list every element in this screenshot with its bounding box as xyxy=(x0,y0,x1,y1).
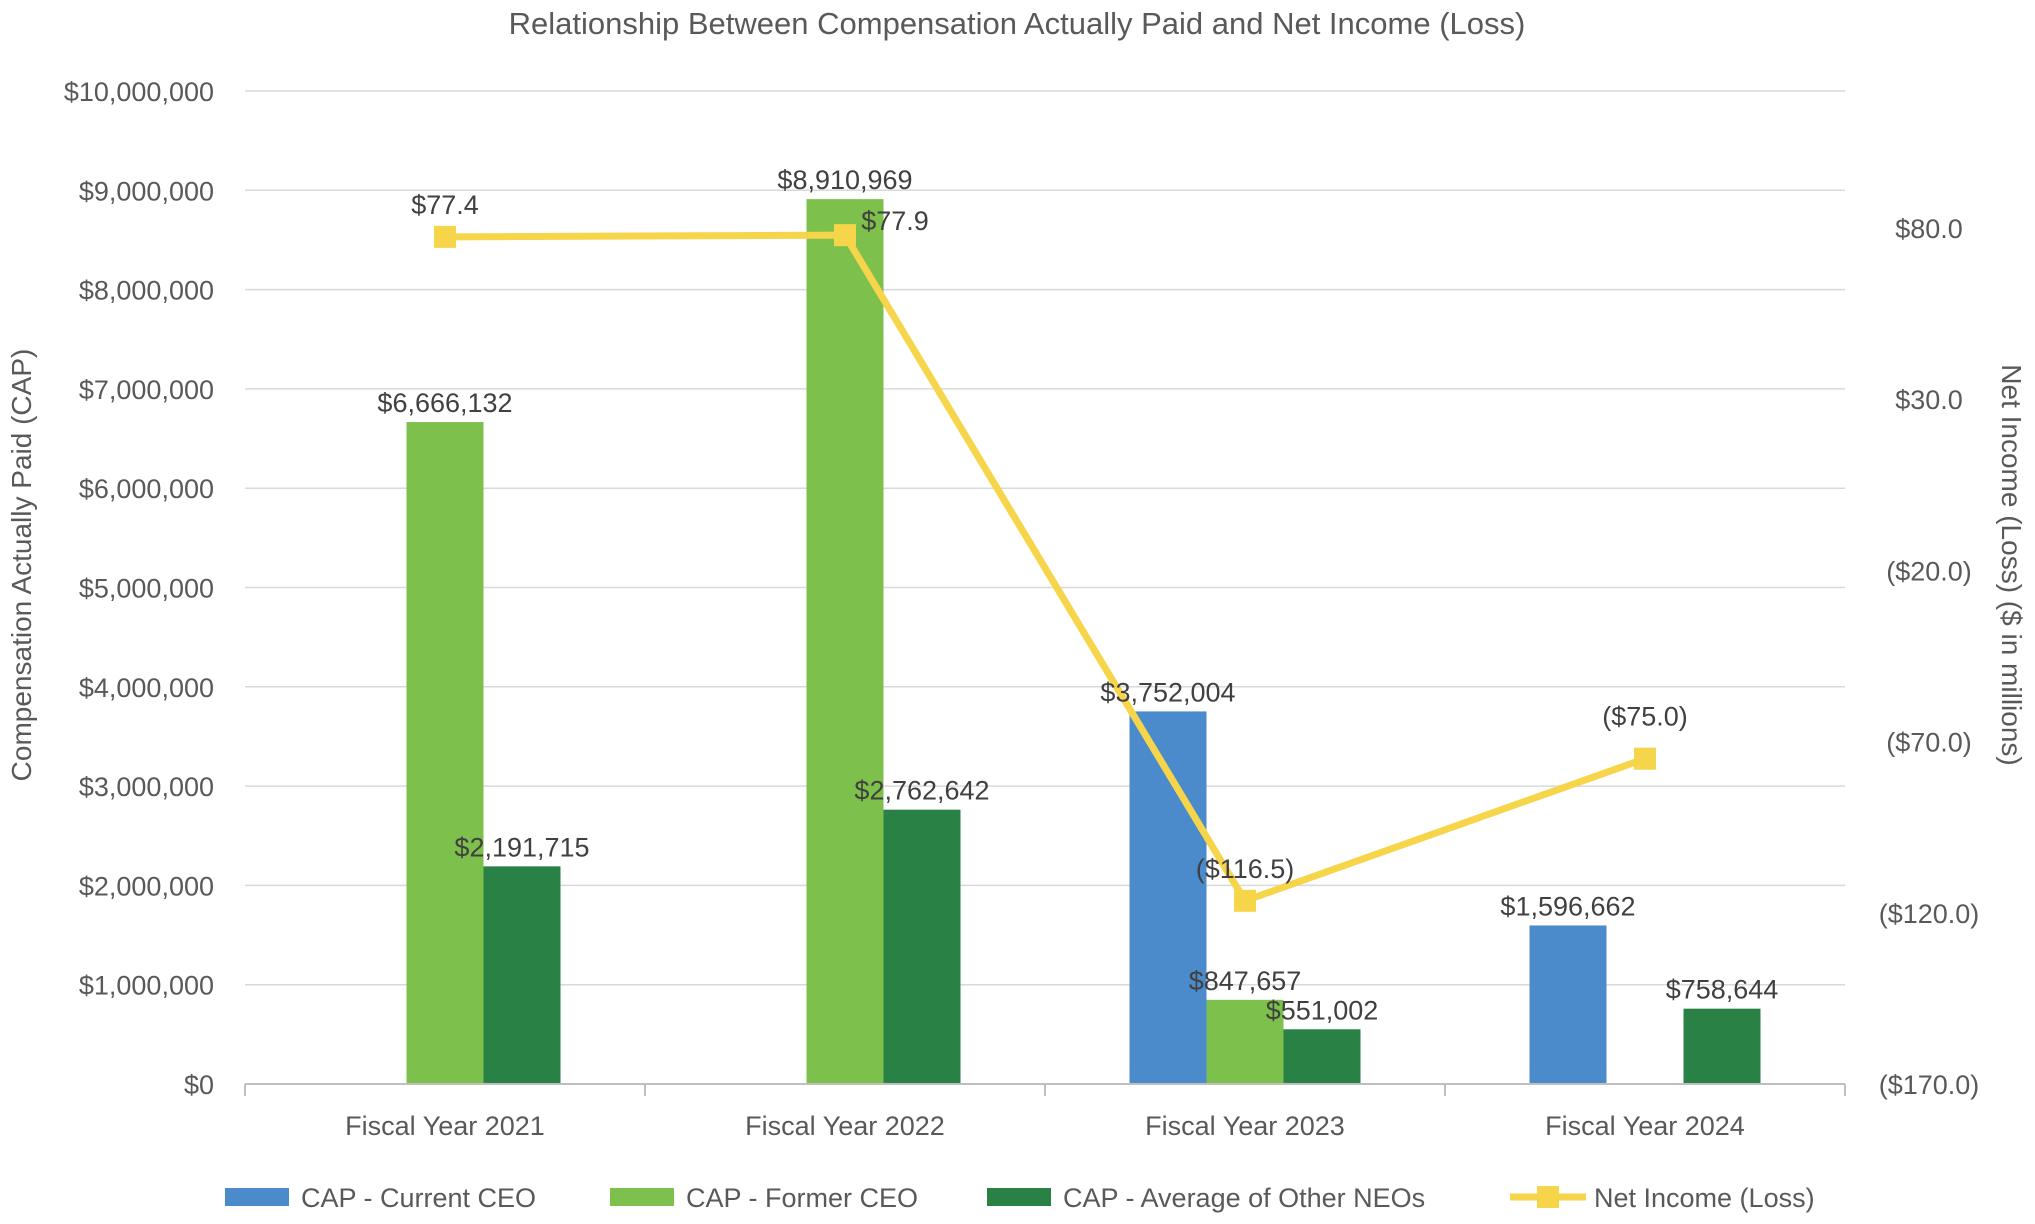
y-tick-label: $3,000,000 xyxy=(79,772,214,802)
bar-data-label: $2,191,715 xyxy=(454,832,589,862)
net-income-marker xyxy=(434,225,456,248)
bar-cap-former-ceo xyxy=(1206,999,1284,1084)
y-tick-label: $2,000,000 xyxy=(79,871,214,901)
chart-title: Relationship Between Compensation Actual… xyxy=(509,6,1526,41)
line-data-label: ($75.0) xyxy=(1602,702,1688,732)
bar-cap-average-of-other-neos xyxy=(483,866,561,1084)
net-income-polyline xyxy=(444,231,1647,905)
legend: CAP - Current CEO CAP - Former CEO CAP - A… xyxy=(225,1183,1815,1213)
bar-data-label: $8,910,969 xyxy=(777,165,912,195)
net-income-marker xyxy=(834,224,856,247)
net-income-line xyxy=(434,224,1656,912)
legend-label: CAP - Former CEO xyxy=(686,1183,918,1213)
legend-swatch-cap-former-ceo xyxy=(610,1188,674,1206)
axes: $0 $1,000,000 $2,000,000 $3,000,000 $4,000,0… xyxy=(64,77,1979,1141)
x-tick-label: Fiscal Year 2024 xyxy=(1545,1111,1745,1141)
y-tick-label: $6,000,000 xyxy=(79,474,214,504)
y-tick-label: $1,000,000 xyxy=(79,971,214,1001)
net-income-marker xyxy=(1634,747,1656,770)
bar-data-label: $551,002 xyxy=(1266,995,1379,1025)
y-tick-label: $7,000,000 xyxy=(79,375,214,405)
bar-cap-average-of-other-neos xyxy=(1683,1008,1761,1084)
data-labels: $3,752,004 $1,596,662 $6,666,132 $8,910,969… xyxy=(377,165,1778,1025)
y-tick-label: $0 xyxy=(184,1070,214,1100)
y2-tick-label: ($120.0) xyxy=(1879,899,1980,929)
line-data-label: $77.9 xyxy=(861,206,929,236)
x-tick-label: Fiscal Year 2023 xyxy=(1145,1111,1345,1141)
legend-label: Net Income (Loss) xyxy=(1594,1183,1815,1213)
y-axis-title: Compensation Actually Paid (CAP) xyxy=(6,349,37,782)
bar-data-label: $847,657 xyxy=(1189,966,1302,996)
net-income-marker xyxy=(1234,889,1256,912)
legend-swatch-cap-average-of-other-neos xyxy=(987,1188,1051,1206)
legend-label: CAP - Average of Other NEOs xyxy=(1063,1183,1425,1213)
y-tick-label: $5,000,000 xyxy=(79,574,214,604)
y-tick-label: $8,000,000 xyxy=(79,276,214,306)
line-data-label: ($116.5) xyxy=(1196,854,1295,884)
x-tick-label: Fiscal Year 2021 xyxy=(345,1111,545,1141)
legend-swatch-cap-current-ceo xyxy=(225,1188,289,1206)
legend-label: CAP - Current CEO xyxy=(301,1183,536,1213)
bars xyxy=(406,199,1761,1085)
bar-cap-average-of-other-neos xyxy=(883,809,961,1084)
bar-data-label: $758,644 xyxy=(1666,975,1779,1005)
y-tick-label: $9,000,000 xyxy=(79,176,214,206)
y2-tick-label: ($70.0) xyxy=(1886,728,1972,758)
y2-axis-title: Net Income (Loss) ($ in millions) xyxy=(1996,364,2027,765)
y2-tick-label: $30.0 xyxy=(1895,385,1963,415)
y2-tick-label: $80.0 xyxy=(1895,214,1963,244)
legend-marker-swatch xyxy=(1537,1186,1559,1208)
bar-cap-current-ceo xyxy=(1529,925,1607,1084)
bar-cap-former-ceo xyxy=(406,422,484,1084)
y-tick-label: $4,000,000 xyxy=(79,673,214,703)
y2-tick-label: ($170.0) xyxy=(1879,1070,1980,1100)
bar-data-label: $3,752,004 xyxy=(1100,677,1235,707)
y-tick-label: $10,000,000 xyxy=(64,77,214,107)
y2-tick-label: ($20.0) xyxy=(1886,556,1972,586)
bar-cap-average-of-other-neos xyxy=(1283,1029,1361,1084)
bar-cap-former-ceo xyxy=(806,199,884,1085)
bar-data-label: $1,596,662 xyxy=(1500,891,1635,921)
x-tick-label: Fiscal Year 2022 xyxy=(745,1111,945,1141)
line-data-label: $77.4 xyxy=(411,190,479,220)
bar-data-label: $2,762,642 xyxy=(854,776,989,806)
bar-data-label: $6,666,132 xyxy=(377,388,512,418)
